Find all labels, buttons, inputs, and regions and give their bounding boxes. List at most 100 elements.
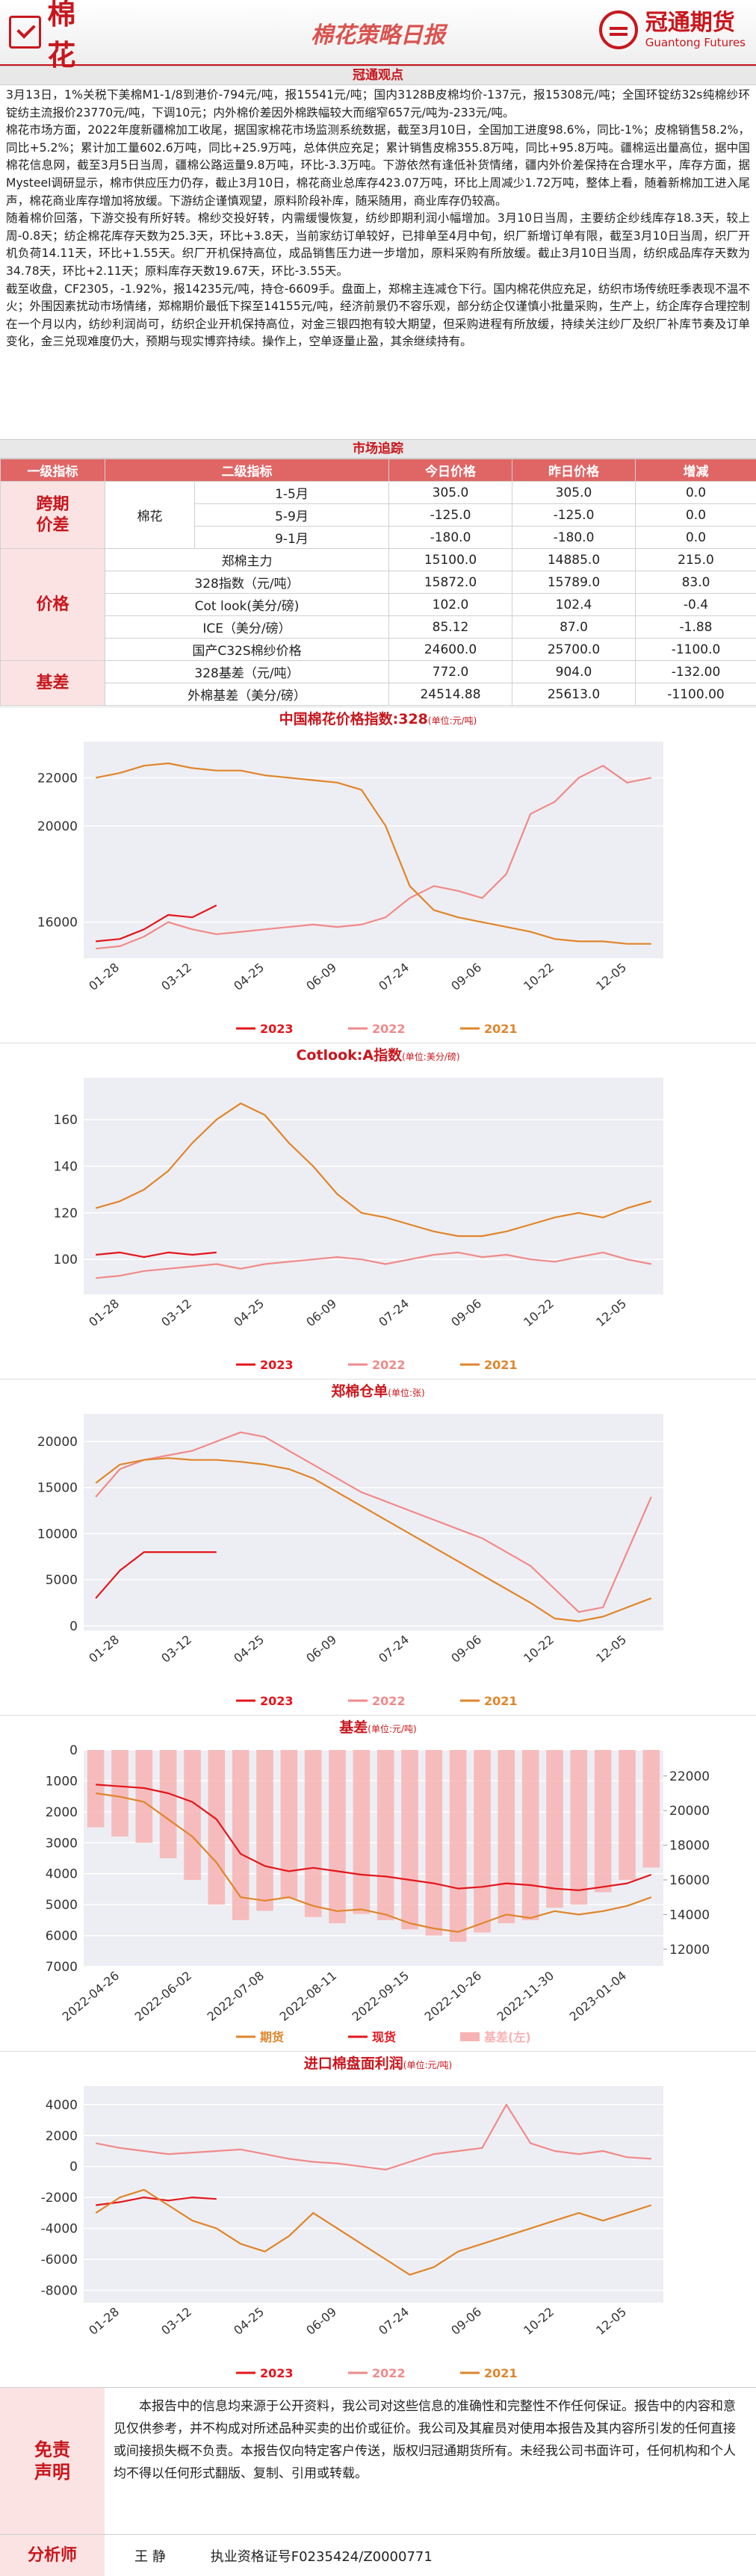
y-tick-label: 1000: [46, 1774, 78, 1789]
line: [95, 2188, 652, 2276]
y-tick-label: 120: [54, 1206, 78, 1221]
x-tick-label: 03-12: [158, 1633, 194, 1666]
x-tick-label: 10-22: [521, 2305, 557, 2338]
y-tick-label: 16000: [37, 916, 78, 931]
header-cell: 昨日价格: [512, 459, 636, 482]
chart-title-text: 进口棉盘面利润: [304, 2055, 403, 2072]
row: 9-1月 -180.0 -180.0 0.0: [1, 526, 756, 549]
value-cell: 305.0: [512, 481, 636, 504]
company-en: Guantong Futures: [645, 36, 746, 49]
line: [96, 904, 217, 943]
row: 跨期价差 棉花 1-5月 305.0 305.0 0.0: [0, 481, 756, 549]
y-tick-label: 22000: [37, 771, 78, 786]
analyst-license: 执业资格证号F0235424/Z0000771: [210, 2548, 433, 2565]
logo-text: 棉花: [47, 0, 78, 72]
bar: [135, 1750, 153, 1843]
row: Cot look(美分/磅) 102.0 102.4 -0.4: [1, 593, 756, 616]
category-cell: 跨期价差: [0, 481, 105, 549]
paragraph: 棉花市场方面，2022年度新疆棉加工收尾，据国家棉花市场监测系统数据，截至3月1…: [6, 123, 750, 208]
y-tick-label: 20000: [37, 1435, 78, 1450]
bar: [256, 1750, 273, 1911]
analyst: 分析师 王 静 执业资格证号F0235424/Z0000771: [0, 2534, 756, 2576]
legend-label: 2022: [372, 1358, 406, 1372]
bar: [87, 1750, 105, 1828]
row: 价格 郑棉主力 15100.0 14885.0 215.0: [0, 548, 756, 661]
value-cell: -125.0: [512, 503, 636, 527]
y-tick-label: 5000: [46, 1898, 78, 1913]
row: 外棉基差（美分/磅） 24514.88 25613.0 -1100.00: [1, 683, 756, 706]
row: 328指数（元/吨） 15872.0 15789.0 83.0: [1, 571, 756, 594]
bar: [570, 1750, 588, 1905]
header: 棉花 棉花策略日报 冠通期货 Guantong Futures: [0, 0, 756, 72]
company-icon: [598, 10, 638, 49]
sub-cell: 棉花: [105, 481, 195, 549]
y2-tick-label: 18000: [669, 1839, 710, 1854]
line: [96, 1251, 217, 1258]
market-table: 一级指标 二级指标 今日价格 昨日价格 增减 跨期价差 棉花 1-5月 305.0 305.0 0.…: [0, 459, 756, 707]
analyst-label: 分析师: [0, 2535, 105, 2576]
bar: [377, 1750, 394, 1920]
value-cell: 904.0: [512, 660, 636, 683]
row: 国产C32S棉纱价格 24600.0 25700.0 -1100.0: [1, 638, 756, 661]
value-cell: 15872.0: [388, 571, 512, 594]
plot-area: [84, 1414, 663, 1630]
bar: [425, 1750, 443, 1936]
x-tick-label: 09-06: [448, 1297, 484, 1329]
plot-area: [84, 1078, 663, 1294]
legend-label: 2022: [372, 2366, 406, 2380]
chart-title: 郑棉仓单(单位:张): [331, 1382, 424, 1400]
chart-unit: (单位:元/吨): [403, 2059, 452, 2070]
category-text: 基差: [36, 673, 69, 692]
value-cell: -1100.00: [635, 683, 756, 706]
y-tick-label: 100: [54, 1253, 78, 1267]
legend-label: 现货: [372, 2030, 396, 2044]
disclaimer-text: 本报告中的信息均来源于公开资料，我公司对这些信息的准确性和完整性不作任何保证。报…: [114, 2399, 736, 2481]
disclaimer: 免责声明 本报告中的信息均来源于公开资料，我公司对这些信息的准确性和完整性不作任…: [0, 2387, 756, 2534]
header-cell: 二级指标: [105, 459, 389, 482]
bar: [401, 1750, 418, 1930]
chart: 郑棉仓单(单位:张) 0 5000 10000 15000 20000 01-28 03-12…: [37, 1382, 663, 1708]
value-cell: 305.0: [388, 481, 512, 504]
chart-block: 基差(单位:元/吨) 0 1000 2000 3000 4000 5000 6000 7000 1…: [0, 1715, 756, 2051]
x-tick-label: 09-06: [448, 2305, 484, 2338]
x-tick-label: 2022-11-30: [495, 1969, 557, 2024]
indicator-cell: 国产C32S棉纱价格: [105, 638, 389, 661]
y2-tick-label: 14000: [669, 1908, 710, 1922]
indicator-cell: 外棉基差（美分/磅）: [105, 683, 389, 706]
x-tick-label: 2022-07-08: [205, 1969, 267, 2024]
chart: 进口棉盘面利润(单位:元/吨) -8000 -6000 -4000 -2000 0 2000…: [41, 2055, 663, 2380]
chart-block: 郑棉仓单(单位:张) 0 5000 10000 15000 20000 01-28 03-12…: [0, 1379, 756, 1715]
chart-title: 基差(单位:元/吨): [338, 1719, 416, 1736]
x-tick-label: 2022-08-11: [277, 1969, 339, 2024]
x-tick-label: 12-05: [593, 2305, 629, 2338]
analyst-info: 王 静 执业资格证号F0235424/Z0000771: [105, 2535, 756, 2576]
chart: Cotlook:A指数(单位:美分/磅) 100 120 140 160 01-28 03-…: [54, 1046, 663, 1372]
x-tick-label: 06-09: [303, 1297, 339, 1329]
y-tick-label: 0: [69, 1743, 78, 1758]
x-tick-label: 07-24: [376, 1297, 412, 1329]
chart-title-text: Cotlook:A指数: [296, 1046, 403, 1064]
y-tick-label: 5000: [46, 1573, 78, 1588]
bar: [594, 1750, 612, 1893]
value-cell: -132.00: [635, 660, 756, 683]
y-tick-label: 2000: [46, 2129, 78, 2144]
charts: 中国棉花价格指数:328(单位:元/吨) 16000 20000 22000 01-28…: [0, 707, 756, 2387]
header-cell: 增减: [635, 459, 756, 482]
chart-block: 进口棉盘面利润(单位:元/吨) -8000 -6000 -4000 -2000 0 2000…: [0, 2051, 756, 2387]
x-tick-label: 10-22: [521, 1297, 557, 1329]
chart-block: Cotlook:A指数(单位:美分/磅) 100 120 140 160 01-28 03-…: [0, 1043, 756, 1379]
indicator-cell: 328基差（元/吨）: [105, 660, 389, 683]
legend-label: 2023: [260, 1358, 294, 1372]
x-tick-label: 04-25: [231, 2305, 267, 2338]
line: [96, 765, 652, 950]
y-tick-label: 0: [69, 1619, 78, 1634]
chart-title-text: 基差: [338, 1719, 368, 1736]
legend-label: 2021: [484, 2366, 518, 2380]
bar: [329, 1750, 346, 1923]
line: [95, 2103, 651, 2170]
value-cell: -1.88: [635, 615, 756, 639]
x-tick-label: 2022-09-15: [350, 1969, 412, 2024]
line: [96, 1792, 652, 1933]
value-cell: 0.0: [635, 481, 756, 504]
legend-label: 2023: [260, 1022, 294, 1036]
